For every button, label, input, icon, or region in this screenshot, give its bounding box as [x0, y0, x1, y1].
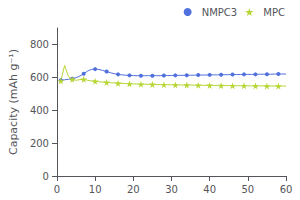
svg-text:0: 0	[43, 171, 49, 182]
svg-text:NMPC3: NMPC3	[202, 7, 237, 18]
svg-text:50: 50	[241, 184, 254, 195]
svg-text:200: 200	[30, 138, 49, 149]
svg-text:800: 800	[30, 39, 49, 50]
svg-text:600: 600	[30, 72, 49, 83]
svg-text:400: 400	[30, 105, 49, 116]
svg-text:20: 20	[127, 184, 140, 195]
svg-text:Capacity (mAh g⁻¹): Capacity (mAh g⁻¹)	[7, 49, 20, 155]
svg-text:60: 60	[280, 184, 293, 195]
svg-text:30: 30	[165, 184, 178, 195]
svg-text:0: 0	[54, 184, 60, 195]
svg-text:MPC: MPC	[263, 7, 285, 18]
svg-text:40: 40	[203, 184, 216, 195]
svg-text:10: 10	[89, 184, 102, 195]
